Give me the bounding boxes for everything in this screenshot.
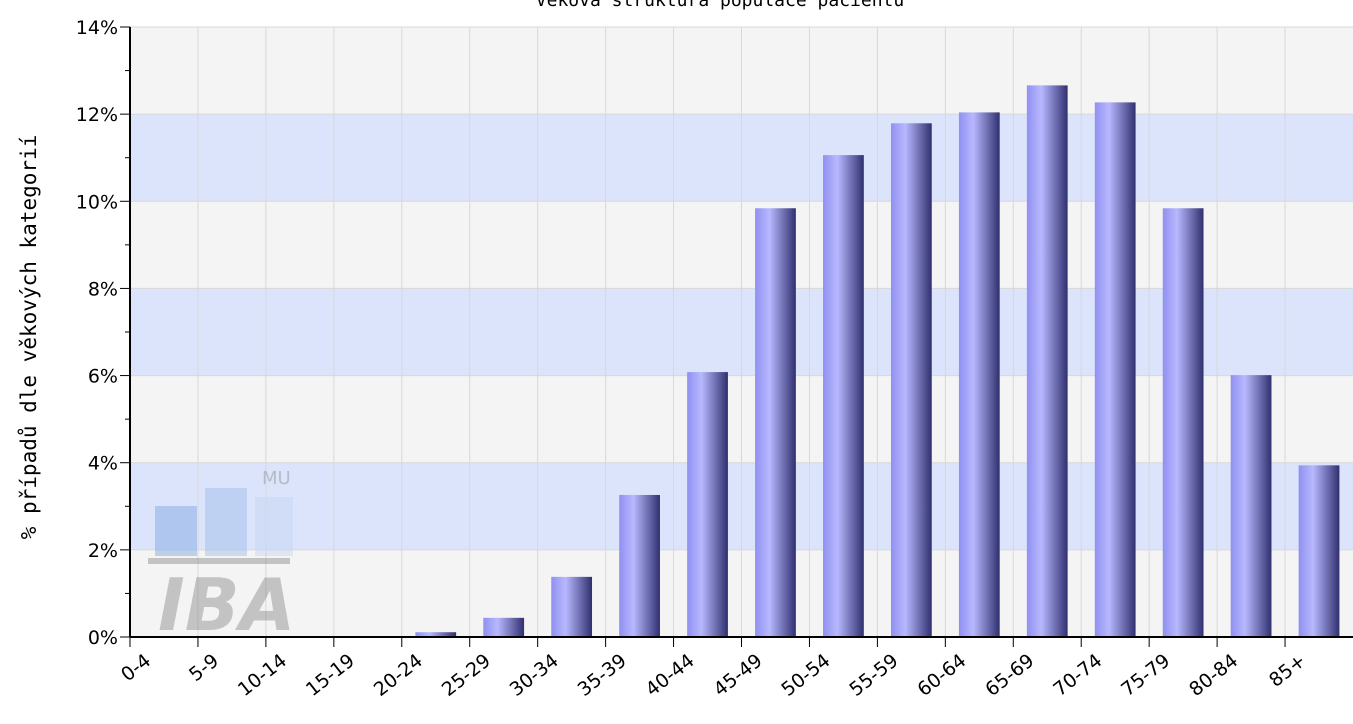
x-tick-label: 65-69 [981, 650, 1038, 701]
bar [619, 494, 660, 637]
bar [1230, 375, 1272, 637]
y-tick-label: 8% [88, 278, 118, 300]
x-tick-label: 70-74 [1049, 650, 1106, 701]
x-tick-label: 55-59 [845, 650, 902, 701]
bar [415, 632, 457, 637]
bar [1026, 85, 1068, 637]
x-tick-label: 80-84 [1185, 650, 1242, 701]
bar [958, 112, 1000, 637]
bar [1298, 465, 1340, 637]
y-tick-label: 12% [76, 104, 118, 126]
bar [551, 576, 593, 637]
chart-title: Věková struktura populace pacientů [536, 0, 904, 11]
x-tick-label: 30-34 [506, 650, 563, 701]
x-tick-label: 15-19 [302, 650, 359, 701]
bar [687, 372, 728, 637]
x-tick-label: 0-4 [117, 650, 155, 686]
x-tick-label: 75-79 [1117, 650, 1174, 701]
y-tick-label: 6% [88, 366, 118, 388]
y-tick-label: 2% [88, 540, 118, 562]
y-tick-label: 14% [76, 17, 118, 39]
x-tick-label: 5-9 [185, 650, 223, 686]
y-tick-label: 0% [88, 627, 118, 649]
x-tick-label: 40-44 [642, 650, 699, 701]
watermark: IBA MU [148, 468, 295, 647]
logo-org: MU [262, 468, 291, 489]
logo-block [205, 488, 247, 556]
x-tick-label: 10-14 [234, 650, 291, 701]
x-tick-label: 35-39 [574, 650, 631, 701]
y-axis-label: % případů dle věkových kategorií [16, 135, 41, 540]
plot-background [130, 26, 1353, 638]
logo-text: IBA [158, 563, 295, 647]
x-tick-label: 85+ [1265, 650, 1310, 692]
logo-block [255, 497, 293, 556]
bar [755, 208, 796, 637]
x-tick-label: 45-49 [710, 650, 767, 701]
x-tick-label: 20-24 [370, 650, 427, 701]
x-tick-label: 60-64 [913, 650, 970, 701]
y-tick-label: 10% [76, 191, 118, 213]
x-tick-label: 50-54 [777, 650, 834, 701]
bar [823, 155, 864, 637]
logo-line [148, 558, 290, 564]
x-tick-label: 25-29 [438, 650, 495, 701]
y-tick-label: 4% [88, 453, 118, 475]
bar [890, 123, 932, 638]
logo-block [155, 506, 197, 556]
bar [1162, 208, 1204, 637]
bar [483, 617, 525, 637]
bar [1094, 102, 1136, 638]
